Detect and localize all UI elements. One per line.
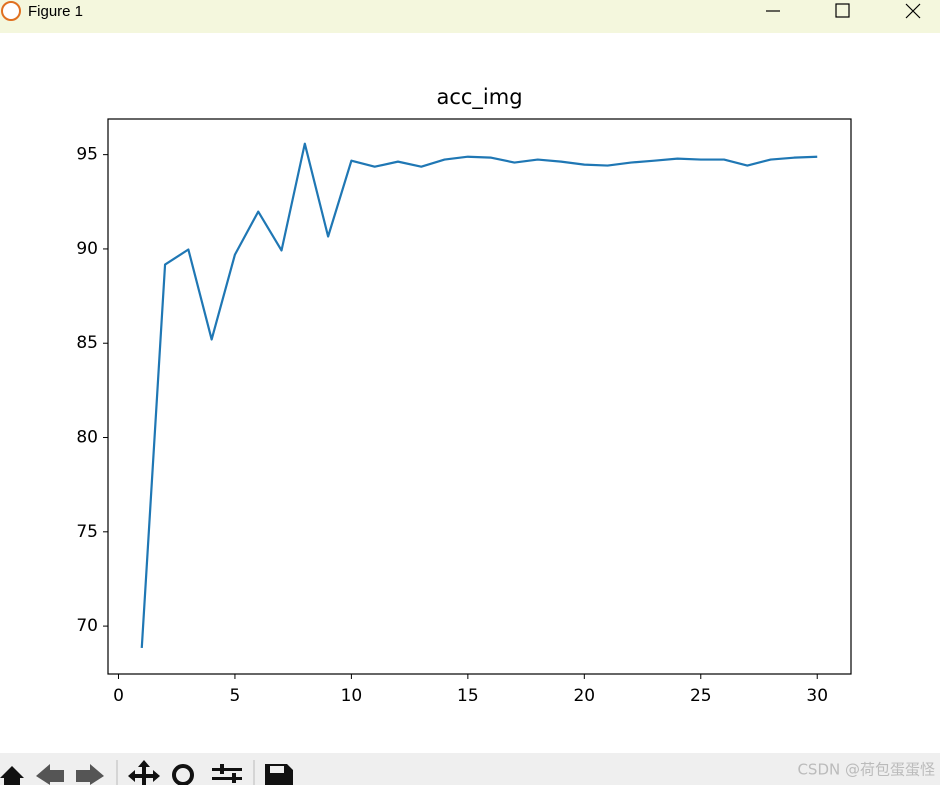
back-button[interactable]: [36, 764, 64, 785]
x-tick-label: 0: [113, 686, 124, 706]
toolbar-icons: [0, 760, 293, 785]
data-line: [140, 142, 818, 649]
y-tick-label: 95: [76, 145, 98, 165]
home-button[interactable]: [0, 766, 24, 785]
maximize-button[interactable]: [835, 3, 850, 18]
y-tick-label: 90: [76, 239, 98, 259]
x-tick-label: 25: [690, 686, 712, 706]
y-tick-label: 85: [76, 333, 98, 353]
y-tick-label: 75: [76, 522, 98, 542]
x-tick-label: 20: [573, 686, 595, 706]
pan-button[interactable]: [128, 760, 160, 785]
x-tick-label: 15: [457, 686, 479, 706]
plot: 70 75 80 85 90 95 0 5 10 15 20 25 30: [76, 142, 828, 706]
title-bar: [0, 0, 940, 33]
watermark: CSDN @荷包蛋蛋怪: [797, 761, 935, 779]
forward-button[interactable]: [76, 764, 104, 785]
save-button[interactable]: [265, 764, 293, 785]
y-tick-label: 80: [76, 428, 98, 448]
chart-title: acc_img: [436, 85, 522, 110]
x-tick-label: 10: [341, 686, 363, 706]
toolbar: [0, 753, 940, 785]
y-tick-label: 70: [76, 616, 98, 636]
configure-button[interactable]: [212, 764, 242, 783]
axes-frame: [107, 118, 852, 675]
x-tick-label: 30: [806, 686, 828, 706]
app-icon: [1, 1, 21, 21]
zoom-button[interactable]: [172, 764, 194, 785]
close-button[interactable]: [905, 3, 921, 19]
window-title: Figure 1: [28, 3, 83, 20]
x-tick-label: 5: [230, 686, 241, 706]
